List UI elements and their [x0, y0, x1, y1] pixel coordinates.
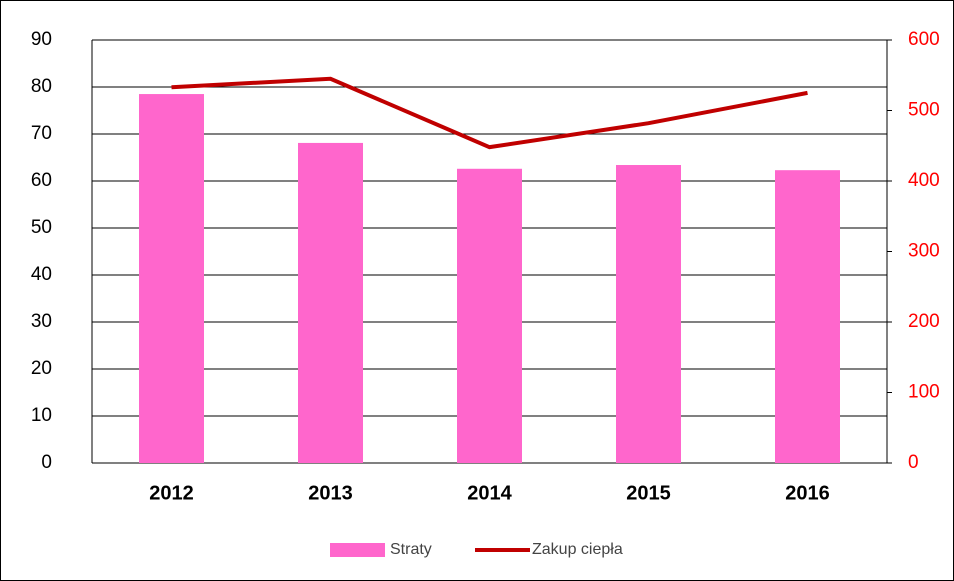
x-tick-label: 2015: [626, 482, 671, 504]
x-tick-label: 2014: [467, 482, 512, 504]
y-tick-label: 80: [31, 76, 52, 97]
y-tick-label: 0: [41, 452, 52, 473]
y-tick-label: 30: [31, 311, 52, 332]
y2-tick-label: 600: [908, 29, 940, 50]
x-tick-label: 2013: [308, 482, 353, 504]
bar: [457, 168, 522, 463]
y-tick-label: 90: [31, 29, 52, 50]
line: [171, 76, 808, 150]
x-tick-label: 2016: [785, 482, 830, 504]
y-tick-label: 10: [31, 405, 52, 426]
legend-label: Straty: [390, 541, 432, 558]
x-tick-label: 2012: [149, 482, 194, 504]
y2-tick-label: 200: [908, 311, 940, 332]
y2-tick-label: 0: [908, 452, 919, 473]
bar: [616, 165, 681, 463]
y-tick-label: 70: [31, 123, 52, 144]
bar: [139, 94, 204, 464]
y2-tick-label: 100: [908, 382, 940, 403]
y-tick-label: 40: [31, 264, 52, 285]
y2-tick-label: 300: [908, 241, 940, 262]
y-tick-label: 60: [31, 170, 52, 191]
legend-swatch: [330, 543, 385, 557]
bar: [775, 170, 840, 463]
legend-label: Zakup ciepła: [532, 541, 623, 558]
y2-tick-label: 400: [908, 170, 940, 191]
y-tick-label: 20: [31, 358, 52, 379]
bar: [298, 142, 363, 463]
y2-tick-label: 500: [908, 100, 940, 121]
y-tick-label: 50: [31, 217, 52, 238]
